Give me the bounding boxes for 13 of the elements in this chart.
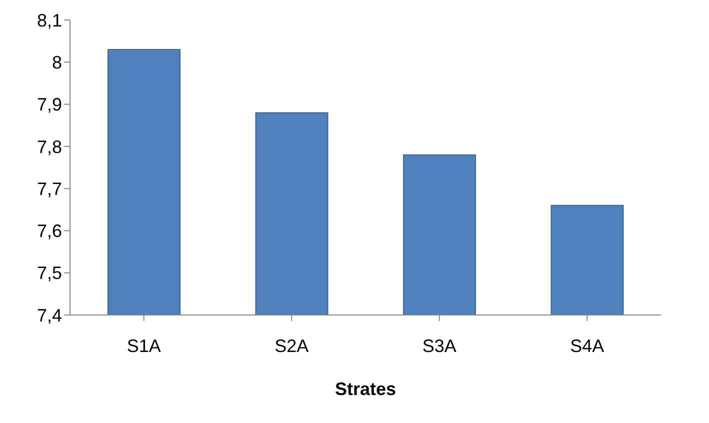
y-tick-label: 8 (52, 52, 62, 73)
y-tick-label: 7,8 (36, 136, 62, 157)
x-tick-label: S1A (126, 336, 161, 356)
x-tick-label: S2A (274, 336, 309, 356)
x-tick-label: S4A (570, 336, 604, 356)
y-tick-label: 7,6 (36, 221, 62, 242)
y-tick-label: 7,4 (36, 305, 62, 326)
y-tick-label: 7,9 (36, 94, 62, 115)
x-axis-title: Strates (334, 379, 396, 399)
x-tick-label: S3A (422, 336, 456, 356)
y-tick-label: 7,7 (36, 178, 62, 199)
y-tick-label: 8,1 (36, 10, 62, 30)
y-tick-label: 7,5 (36, 263, 62, 284)
